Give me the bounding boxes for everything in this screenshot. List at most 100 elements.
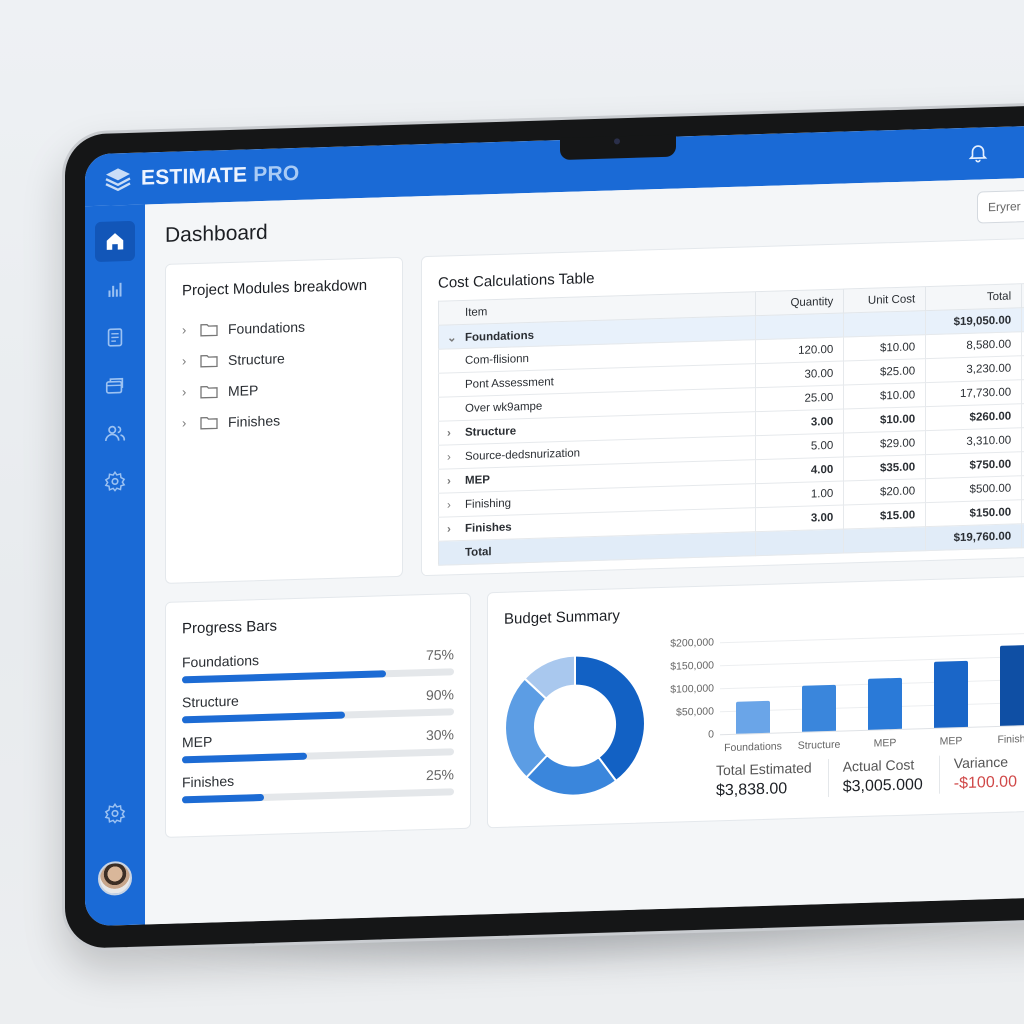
cell-item: Total (465, 545, 492, 559)
cell-total: 3,310.00 (925, 427, 1022, 455)
progress-percent: 25% (425, 766, 454, 784)
camera-notch (560, 134, 676, 161)
cell-unit-cost: $10.00 (843, 382, 926, 410)
cell-unit-cost (843, 310, 926, 338)
column-header-total[interactable]: Total (925, 283, 1022, 311)
x-label: Structure (797, 738, 841, 752)
stat-label: Actual Cost (842, 756, 915, 775)
cell-total: $150.00 (925, 499, 1022, 527)
cell-unit-cost (843, 526, 926, 554)
budget-summary-card: Budget Summary $200,000 $150,000 (487, 572, 1024, 829)
chevron-right-icon[interactable]: › (447, 450, 451, 463)
sidebar-item-team[interactable] (95, 413, 135, 454)
x-label: Finishes (997, 732, 1024, 746)
bar-finishes[interactable] (1000, 644, 1024, 726)
cell-total: 3,230.00 (925, 355, 1022, 383)
gridline (720, 629, 1024, 644)
gear-icon (104, 802, 126, 824)
document-icon (107, 328, 123, 347)
y-tick: $100,000 (670, 682, 714, 696)
chevron-right-icon[interactable]: › (447, 498, 451, 511)
column-header-quantity[interactable]: Quantity (755, 289, 844, 316)
top-bar: ESTIMATE PRO (85, 122, 1024, 207)
chevron-right-icon[interactable]: › (447, 522, 451, 535)
cell-total: 17,730.00 (925, 379, 1022, 407)
cell-quantity (755, 313, 844, 340)
chevron-right-icon[interactable]: › (182, 322, 187, 338)
search-input[interactable]: Eryrer s (977, 187, 1024, 224)
progress-fill (182, 793, 264, 804)
bell-icon[interactable] (967, 141, 989, 164)
sidebar-item-home[interactable] (95, 220, 135, 263)
sidebar-item-budget[interactable] (95, 365, 135, 406)
progress-fill (182, 711, 346, 724)
bar-structure[interactable] (802, 684, 836, 732)
screen: ESTIMATE PRO (85, 122, 1024, 927)
cell-item: Source-dedsnurization (465, 446, 581, 463)
bar-mep-2[interactable] (934, 660, 968, 728)
cell-total: $19,050.00 (925, 307, 1022, 335)
tree-item-label: Foundations (228, 318, 306, 337)
progress-fill (182, 752, 308, 764)
stat-total-estimated: Total Estimated $3,838.00 (716, 758, 829, 801)
tree-item-finishes[interactable]: › Finishes (182, 404, 305, 439)
sidebar-item-settings[interactable] (95, 461, 135, 502)
cell-unit-cost: $15.00 (843, 502, 926, 530)
card-title: Budget Summary (504, 607, 620, 628)
chevron-right-icon[interactable]: › (447, 426, 451, 439)
sidebar-item-reports[interactable] (95, 269, 135, 310)
brand[interactable]: ESTIMATE PRO (103, 159, 299, 195)
bar-mep[interactable] (868, 677, 902, 730)
stat-variance: Variance -$100.00 (954, 753, 1024, 793)
spacer (447, 387, 465, 388)
chevron-right-icon[interactable]: › (182, 353, 187, 369)
column-header-unit-cost[interactable]: Unit Cost (843, 286, 926, 314)
camera-icon (614, 138, 620, 145)
progress-bars-card: Progress Bars Foundations 75% Structure 90… (165, 592, 471, 838)
cell-unit-cost: $25.00 (843, 358, 926, 386)
tree-item-label: MEP (228, 381, 259, 399)
cell-total: $19,760.00 (925, 523, 1022, 551)
home-icon (106, 233, 124, 250)
cell-item: Over wk9ampe (465, 400, 543, 415)
cost-calculations-card: Cost Calculations Table Item Quantity Un… (421, 234, 1024, 577)
cell-quantity: 5.00 (755, 433, 844, 460)
chevron-down-icon[interactable]: ⌄ (447, 331, 457, 344)
chevron-right-icon[interactable]: › (182, 384, 187, 400)
stat-actual-cost: Actual Cost $3,005.000 (842, 755, 940, 797)
sidebar-item-documents[interactable] (95, 317, 135, 358)
cell-unit-cost: $35.00 (843, 454, 926, 482)
spacer (447, 411, 465, 412)
y-tick: $200,000 (670, 636, 714, 650)
bar-foundations[interactable] (736, 700, 770, 734)
stat-label: Total Estimated (716, 759, 812, 779)
tree-item-foundations[interactable]: › Foundations (182, 311, 305, 346)
chevron-right-icon[interactable]: › (447, 474, 451, 487)
cell-unit-cost: $10.00 (843, 334, 926, 362)
cell-unit-cost: $20.00 (843, 478, 926, 506)
progress-track (182, 788, 454, 804)
sidebar-item-preferences[interactable] (95, 793, 135, 834)
avatar[interactable] (98, 860, 132, 896)
tree-item-mep[interactable]: › MEP (182, 373, 305, 408)
cell-quantity: 120.00 (755, 337, 844, 364)
wallet-icon (105, 377, 124, 394)
users-icon (105, 425, 126, 442)
gridline (720, 652, 1024, 667)
gear-icon (104, 470, 126, 492)
sidebar-bottom (95, 793, 135, 896)
main-content: Dashboard Eryrer s Project Modules break… (145, 174, 1024, 925)
spacer (447, 555, 465, 556)
layers-logo-icon (105, 168, 131, 192)
cell-unit-cost: $29.00 (843, 430, 926, 458)
project-modules-card: Project Modules breakdown › Foundations … (165, 256, 403, 584)
y-tick: $150,000 (670, 659, 714, 673)
chevron-right-icon[interactable]: › (182, 415, 187, 431)
tree-item-label: Finishes (228, 411, 281, 430)
progress-item-finishes: Finishes 25% (182, 766, 454, 814)
tree-item-structure[interactable]: › Structure (182, 342, 305, 377)
card-title: Progress Bars (182, 617, 278, 638)
stat-value: $3,005.000 (842, 776, 923, 796)
cell-quantity: 3.00 (755, 409, 844, 436)
